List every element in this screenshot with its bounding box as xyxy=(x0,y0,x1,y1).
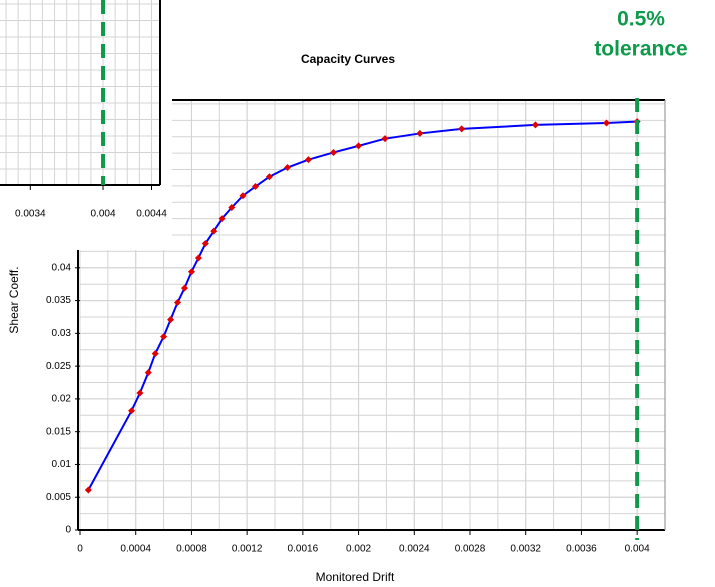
x-tick-label: 0.0024 xyxy=(399,544,430,555)
x-tick-label: 0.0036 xyxy=(566,544,597,555)
y-tick-label: 0.02 xyxy=(52,394,72,405)
data-point xyxy=(265,173,273,181)
data-point xyxy=(355,142,363,150)
data-line xyxy=(87,120,638,491)
x-tick-label: 0.0008 xyxy=(176,544,207,555)
data-point xyxy=(210,227,218,235)
data-point xyxy=(160,333,168,341)
y-tick-label: 0.035 xyxy=(46,295,71,306)
data-point xyxy=(239,192,247,200)
data-point xyxy=(128,407,136,415)
data-point xyxy=(252,183,259,191)
data-point xyxy=(201,240,209,248)
data-point xyxy=(84,486,92,494)
data-point xyxy=(458,125,466,133)
data-point xyxy=(381,135,389,143)
data-point xyxy=(174,299,181,307)
data-point xyxy=(531,121,539,129)
tolerance-label: 0.5% xyxy=(617,8,665,31)
x-tick-label: 0.0032 xyxy=(510,544,541,555)
chart-title: Capacity Curves xyxy=(301,52,395,66)
data-point xyxy=(187,268,195,276)
data-point xyxy=(603,119,610,127)
plot-area xyxy=(80,100,665,530)
inset-x-tick-label: 0.0034 xyxy=(15,209,46,220)
data-point xyxy=(136,389,144,397)
x-tick-label: 0.002 xyxy=(346,544,371,555)
y-tick-label: 0.01 xyxy=(52,459,72,470)
y-tick-label: 0.005 xyxy=(46,492,71,503)
x-tick-label: 0 xyxy=(77,544,83,555)
x-tick-label: 0.0016 xyxy=(288,544,319,555)
y-axis-label: Shear Coeff. xyxy=(7,266,21,333)
data-point xyxy=(167,316,175,324)
data-point xyxy=(144,369,152,377)
x-tick-label: 0.004 xyxy=(625,544,650,555)
data-point xyxy=(180,284,188,292)
data-point xyxy=(416,129,424,137)
data-point xyxy=(228,204,236,211)
data-point xyxy=(330,148,337,156)
data-point xyxy=(304,156,312,164)
y-tick-label: 0.03 xyxy=(52,328,72,339)
inset-x-tick-label: 0.0044 xyxy=(136,209,167,220)
inset-background xyxy=(0,0,172,250)
x-tick-label: 0.0012 xyxy=(232,544,263,555)
x-tick-label: 0.0028 xyxy=(455,544,486,555)
y-tick-label: 0.04 xyxy=(52,262,72,273)
x-axis-label: Monitored Drift xyxy=(316,570,395,584)
data-point xyxy=(218,215,226,223)
y-tick-label: 0.015 xyxy=(46,426,71,437)
data-point xyxy=(194,254,202,262)
data-point xyxy=(151,350,159,358)
x-tick-label: 0.0004 xyxy=(120,544,151,555)
tolerance-label: tolerance xyxy=(594,38,687,61)
data-point xyxy=(284,164,292,172)
inset-x-tick-label: 0.004 xyxy=(91,209,116,220)
y-tick-label: 0.025 xyxy=(46,361,71,372)
y-tick-label: 0 xyxy=(65,525,71,536)
